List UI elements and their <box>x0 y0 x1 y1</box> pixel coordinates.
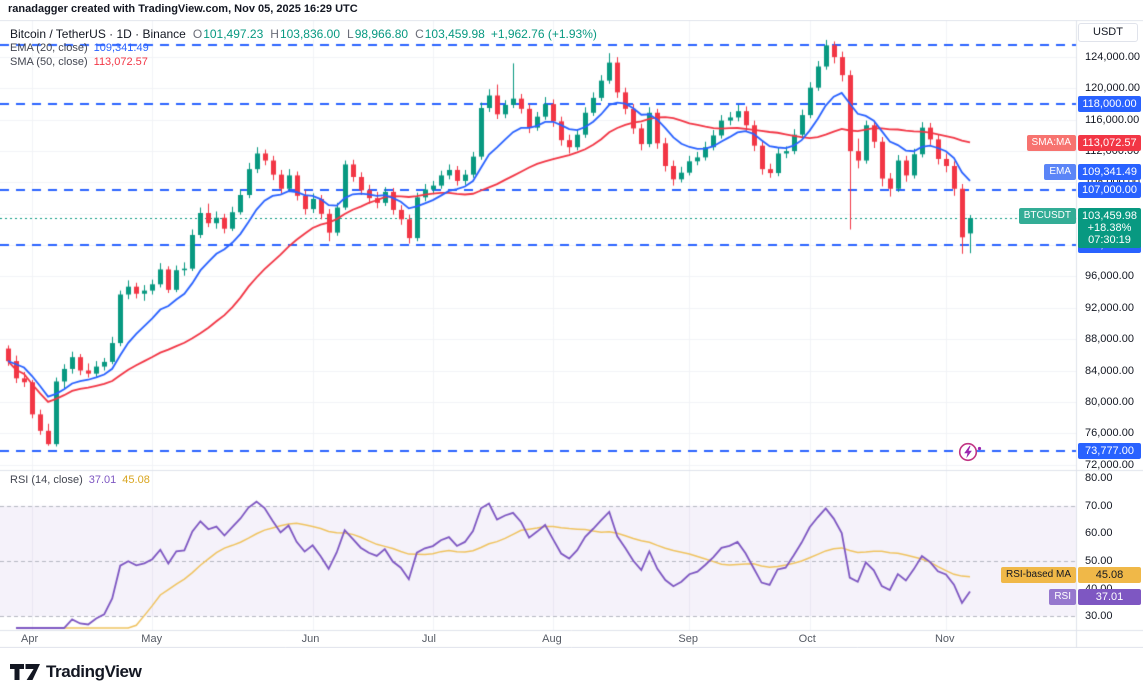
rsi-axis-label: 80.00 <box>1085 472 1113 485</box>
ema-price-badge-value: 109,341.49 <box>1078 163 1141 180</box>
main-legend: Bitcoin / TetherUS · 1D · Binance O 101,… <box>10 26 597 69</box>
price-level-badge: 118,000.00 <box>1078 96 1141 113</box>
attribution-text: ranadagger created with TradingView.com,… <box>0 0 1143 20</box>
rsi-value-badge[interactable]: RSI 37.01 <box>1049 588 1141 605</box>
ema-price-badge[interactable]: EMA 109,341.49 <box>1044 163 1141 180</box>
change-value: +1,962.76 (+1.93%) <box>490 26 597 41</box>
rsi-axis-label: 50.00 <box>1085 555 1113 568</box>
rsi-ma-value-badge[interactable]: RSI-based MA 45.08 <box>1000 566 1141 583</box>
rsi-axis-label: 70.00 <box>1085 499 1113 512</box>
symbol-title: Bitcoin / TetherUS · 1D · Binance <box>10 26 186 41</box>
month-label-nov: Nov <box>934 633 955 645</box>
rsi-value-badge-tab: RSI <box>1049 588 1076 605</box>
chart-canvas[interactable] <box>0 0 1143 648</box>
rsi-axis-label: 60.00 <box>1085 527 1113 540</box>
open-label: O <box>192 26 203 41</box>
sma-label: SMA (50, close) <box>10 56 88 68</box>
rsi-axis-label: 30.00 <box>1085 610 1113 623</box>
sma-legend-row[interactable]: SMA (50, close) 113,072.57 <box>10 55 597 69</box>
low-value: 98,966.80 <box>354 26 409 41</box>
tradingview-logo-mark <box>10 664 40 680</box>
rsi-value: 37.01 <box>88 474 117 486</box>
ema-legend-row[interactable]: EMA (20, close) 109,341.49 <box>10 41 597 55</box>
tradingview-logo-text: TradingView <box>46 662 142 681</box>
price-axis-label: 88,000.00 <box>1085 333 1134 346</box>
symbol-price-badge[interactable]: BTCUSDT 103,459.98 +18.38% 07:30:19 <box>1018 208 1141 249</box>
rsi-ma-value: 45.08 <box>122 474 150 486</box>
price-scale-currency-button[interactable]: USDT <box>1078 23 1138 42</box>
sma-price-badge-tab: SMA:MA <box>1026 134 1076 151</box>
symbol-price-badge-value: 103,459.98 +18.38% 07:30:19 <box>1078 208 1141 249</box>
month-label-jul: Jul <box>421 633 436 645</box>
price-axis-label: 124,000.00 <box>1085 51 1141 64</box>
lightning-alert-icon[interactable] <box>958 441 984 463</box>
price-axis-label: 92,000.00 <box>1085 301 1134 314</box>
high-label: H <box>270 26 279 41</box>
price-level-badge: 107,000.00 <box>1078 182 1141 199</box>
price-axis-label: 120,000.00 <box>1085 82 1141 95</box>
sma-price-badge[interactable]: SMA:MA 113,072.57 <box>1026 134 1141 151</box>
month-label-apr: Apr <box>21 633 39 645</box>
sma-price-badge-value: 113,072.57 <box>1078 134 1141 151</box>
chart-area: Bitcoin / TetherUS · 1D · Binance O 101,… <box>0 0 1143 648</box>
close-value: 103,459.98 <box>424 26 485 41</box>
price-level-badge: 73,777.00 <box>1078 442 1141 459</box>
ema-value: 109,341.49 <box>93 42 149 54</box>
open-value: 101,497.23 <box>203 26 264 41</box>
month-label-may: May <box>141 633 163 645</box>
symbol-price-badge-tab: BTCUSDT <box>1018 208 1076 225</box>
month-label-sep: Sep <box>678 633 698 645</box>
rsi-ma-value-badge-tab: RSI-based MA <box>1000 566 1076 583</box>
month-label-aug: Aug <box>542 633 562 645</box>
symbol-price-badge-line: 103,459.98 <box>1081 210 1138 223</box>
sma-value: 113,072.57 <box>93 56 148 68</box>
symbol-price-badge-line: 07:30:19 <box>1088 234 1131 247</box>
low-label: L <box>347 26 354 41</box>
month-label-jun: Jun <box>301 633 320 645</box>
price-axis-label: 116,000.00 <box>1085 113 1140 126</box>
symbol-ohlc-row[interactable]: Bitcoin / TetherUS · 1D · Binance O 101,… <box>10 26 597 41</box>
price-axis-label: 84,000.00 <box>1085 364 1134 377</box>
price-axis-label: 76,000.00 <box>1085 427 1134 440</box>
rsi-ma-value-badge-value: 45.08 <box>1078 566 1141 583</box>
high-value: 103,836.00 <box>279 26 340 41</box>
month-label-oct: Oct <box>798 633 816 645</box>
rsi-legend-row[interactable]: RSI (14, close) 37.01 45.08 <box>10 474 150 486</box>
symbol-price-badge-line: +18.38% <box>1087 222 1132 235</box>
price-axis-label: 96,000.00 <box>1085 270 1134 283</box>
rsi-label: RSI (14, close) <box>10 474 83 486</box>
close-label: C <box>415 26 424 41</box>
tradingview-logo[interactable]: TradingView <box>10 662 142 682</box>
price-axis-label: 72,000.00 <box>1085 458 1134 471</box>
price-axis-label: 80,000.00 <box>1085 395 1134 408</box>
ema-price-badge-tab: EMA <box>1044 163 1076 180</box>
ema-label: EMA (20, close) <box>10 42 88 54</box>
rsi-value-badge-value: 37.01 <box>1078 588 1141 605</box>
